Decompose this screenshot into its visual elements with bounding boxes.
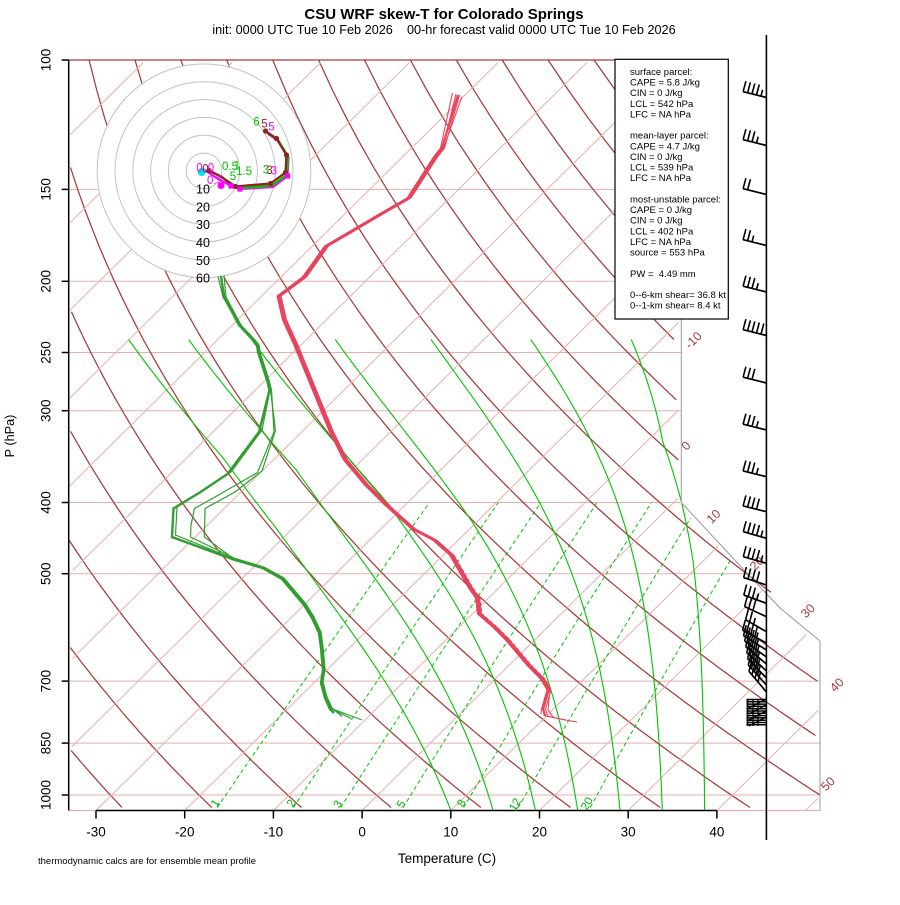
svg-text:500: 500: [39, 562, 54, 585]
svg-text:CSU WRF skew-T for Colorado Sp: CSU WRF skew-T for Colorado Springs: [304, 6, 583, 23]
svg-text:CAPE = 5.8 J/kg: CAPE = 5.8 J/kg: [630, 78, 700, 89]
svg-text:P (hPa): P (hPa): [3, 415, 17, 458]
svg-text:40: 40: [709, 825, 724, 840]
svg-text:0.5: 0.5: [222, 161, 238, 173]
svg-text:Temperature (C): Temperature (C): [398, 851, 496, 866]
svg-text:30: 30: [196, 218, 210, 232]
svg-text:150: 150: [39, 178, 54, 201]
svg-text:20: 20: [579, 795, 596, 812]
svg-text:0.5: 0.5: [207, 175, 223, 187]
svg-text:30: 30: [621, 825, 636, 840]
svg-text:2: 2: [285, 798, 299, 810]
svg-text:5: 5: [261, 119, 267, 131]
svg-text:thermodynamic calcs are for en: thermodynamic calcs are for ensemble mea…: [38, 856, 256, 867]
svg-text:1: 1: [209, 798, 223, 810]
svg-text:LCL = 542 hPa: LCL = 542 hPa: [630, 99, 694, 110]
svg-text:PW = 4.49 mm: PW = 4.49 mm: [630, 269, 696, 280]
svg-text:CIN = 0 J/kg: CIN = 0 J/kg: [630, 88, 683, 99]
svg-text:20: 20: [532, 825, 547, 840]
svg-text:0: 0: [358, 825, 366, 840]
svg-text:50: 50: [196, 254, 210, 268]
svg-text:1000: 1000: [39, 780, 54, 810]
svg-text:0: 0: [202, 164, 208, 176]
svg-text:-10: -10: [264, 825, 284, 840]
svg-text:surface parcel:: surface parcel:: [630, 67, 692, 78]
svg-text:60: 60: [196, 272, 210, 286]
svg-text:-30: -30: [86, 825, 106, 840]
svg-text:3: 3: [271, 166, 277, 178]
svg-text:5: 5: [395, 799, 409, 811]
svg-text:LFC = NA hPa: LFC = NA hPa: [630, 173, 692, 184]
svg-text:250: 250: [39, 341, 54, 364]
svg-text:mean-layer parcel:: mean-layer parcel:: [630, 131, 709, 142]
svg-text:0--1-km shear= 8.4 kt: 0--1-km shear= 8.4 kt: [630, 301, 721, 312]
svg-text:6: 6: [253, 117, 259, 129]
svg-text:40: 40: [196, 236, 210, 250]
svg-text:12: 12: [507, 796, 524, 813]
svg-text:3: 3: [332, 799, 346, 811]
svg-text:CAPE = 0 J/kg: CAPE = 0 J/kg: [630, 205, 692, 216]
svg-text:0--6-km shear= 36.8 kt: 0--6-km shear= 36.8 kt: [630, 290, 726, 301]
svg-text:LCL = 539 hPa: LCL = 539 hPa: [630, 163, 694, 174]
svg-text:LCL = 402 hPa: LCL = 402 hPa: [630, 226, 694, 237]
svg-text:700: 700: [39, 670, 54, 693]
svg-text:LFC = NA hPa: LFC = NA hPa: [630, 237, 692, 248]
svg-text:init: 0000 UTC Tue 10 Feb 2026: init: 0000 UTC Tue 10 Feb 2026 00-hr for…: [212, 23, 675, 37]
svg-text:3: 3: [263, 165, 269, 177]
svg-text:10: 10: [196, 183, 210, 197]
svg-text:3: 3: [266, 165, 272, 177]
svg-text:CIN = 0 J/kg: CIN = 0 J/kg: [630, 152, 683, 163]
svg-text:1: 1: [234, 161, 240, 173]
svg-text:most-unstable parcel:: most-unstable parcel:: [630, 194, 721, 205]
svg-text:0: 0: [208, 163, 214, 175]
svg-text:0: 0: [196, 163, 202, 175]
svg-text:CAPE = 4.7 J/kg: CAPE = 4.7 J/kg: [630, 141, 700, 152]
svg-text:1.5: 1.5: [236, 166, 252, 178]
svg-text:5: 5: [230, 171, 236, 183]
svg-text:source = 553 hPa: source = 553 hPa: [630, 248, 705, 259]
svg-text:LFC = NA hPa: LFC = NA hPa: [630, 110, 692, 121]
svg-text:10: 10: [443, 825, 458, 840]
svg-text:850: 850: [39, 732, 54, 755]
svg-text:400: 400: [39, 491, 54, 514]
svg-text:100: 100: [39, 49, 54, 72]
svg-text:300: 300: [39, 399, 54, 422]
svg-text:200: 200: [39, 270, 54, 293]
svg-text:CIN = 0 J/kg: CIN = 0 J/kg: [630, 216, 683, 227]
svg-text:20: 20: [196, 200, 210, 214]
svg-text:8: 8: [455, 798, 469, 810]
svg-text:-20: -20: [175, 825, 195, 840]
svg-text:5: 5: [268, 122, 274, 134]
